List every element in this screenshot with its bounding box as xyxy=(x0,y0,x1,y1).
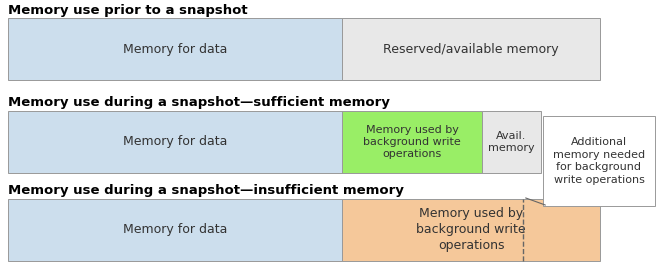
Text: Memory for data: Memory for data xyxy=(123,43,228,56)
Text: Memory used by
background write
operations: Memory used by background write operatio… xyxy=(416,208,526,252)
Bar xyxy=(481,111,541,173)
Bar xyxy=(8,111,342,173)
Bar xyxy=(342,111,481,173)
Bar xyxy=(543,116,655,206)
Text: Memory use during a snapshot—insufficient memory: Memory use during a snapshot—insufficien… xyxy=(8,184,404,197)
Text: Memory use during a snapshot—sufficient memory: Memory use during a snapshot—sufficient … xyxy=(8,96,390,109)
Bar xyxy=(342,18,600,80)
Text: Memory for data: Memory for data xyxy=(123,136,228,148)
Bar xyxy=(8,18,342,80)
Text: Memory use prior to a snapshot: Memory use prior to a snapshot xyxy=(8,4,248,17)
Bar xyxy=(8,199,342,261)
Text: Additional
memory needed
for background
write operations: Additional memory needed for background … xyxy=(553,138,645,185)
Text: Memory used by
background write
operations: Memory used by background write operatio… xyxy=(363,125,461,160)
Text: Reserved/available memory: Reserved/available memory xyxy=(383,43,559,56)
Text: Memory for data: Memory for data xyxy=(123,224,228,236)
Text: Avail.
memory: Avail. memory xyxy=(488,131,534,153)
Bar xyxy=(342,199,600,261)
